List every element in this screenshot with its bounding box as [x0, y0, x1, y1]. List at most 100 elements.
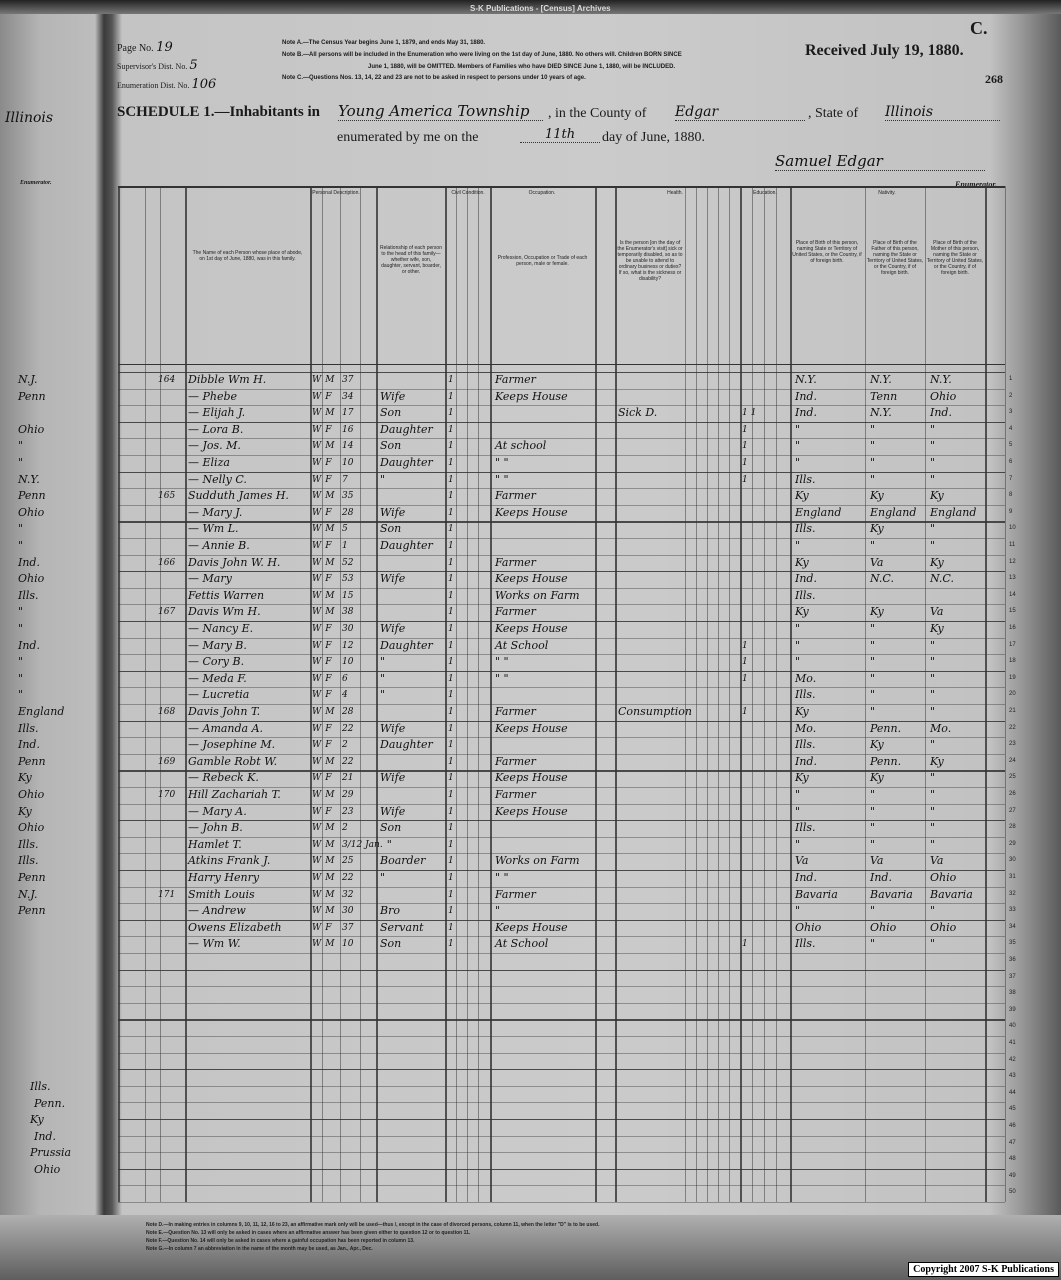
sex: M	[325, 873, 335, 883]
person-name: — Andrew	[188, 904, 246, 918]
state-label: , State of	[808, 106, 859, 121]
birthplace: Ills.	[795, 522, 816, 536]
row-rule	[118, 820, 1005, 822]
sex: M	[325, 790, 335, 800]
relationship: Wife	[380, 389, 406, 403]
header-bottom-rule	[118, 364, 1005, 365]
previous-page-entry: Penn	[18, 871, 46, 884]
row-rule	[118, 1168, 1005, 1170]
relationship: Daughter	[380, 738, 433, 752]
education-marks: 1	[742, 939, 748, 950]
father-birthplace: "	[870, 705, 876, 718]
birthplace: "	[795, 638, 801, 652]
line-number: 30	[1009, 857, 1016, 864]
occupation: "	[495, 904, 501, 918]
row-rule	[118, 737, 1005, 738]
previous-page-fragment: Illinois	[5, 110, 54, 126]
birthplace: Mo.	[795, 721, 817, 735]
line-number: 45	[1009, 1106, 1016, 1113]
previous-page-entry: "	[18, 622, 24, 635]
age: 32	[342, 889, 354, 900]
father-birthplace: Ohio	[870, 920, 897, 934]
column-rule	[718, 186, 719, 1202]
father-birthplace: "	[870, 472, 876, 486]
birthplace: Ills.	[795, 588, 816, 602]
mother-birthplace: Ohio	[930, 871, 957, 884]
age: 1	[342, 541, 348, 551]
line-number: 16	[1009, 625, 1016, 631]
occupation: At School	[495, 638, 549, 652]
civil-condition-mark: 1	[448, 640, 454, 651]
previous-page-entry: "	[18, 671, 24, 685]
previous-page-entry: Ind.	[18, 638, 40, 652]
sex: M	[325, 408, 335, 419]
age: 22	[342, 873, 354, 883]
enumerator-label: Enumerator.	[955, 180, 998, 189]
column-rule	[696, 186, 697, 1202]
birthplace: Ind.	[795, 754, 817, 768]
civil-condition-mark: 1	[448, 756, 454, 767]
color: W	[312, 823, 322, 834]
color: W	[312, 740, 322, 751]
row-rule	[118, 969, 1005, 971]
person-name: — Jos. M.	[188, 439, 241, 453]
relationship: Wife	[380, 771, 406, 785]
header-name: The Name of each Person whose place of a…	[192, 250, 303, 262]
column-rule	[790, 186, 792, 1202]
line-number: 22	[1009, 724, 1016, 731]
father-birthplace: "	[870, 655, 876, 669]
education-marks: 1	[742, 673, 748, 684]
education-marks: 1	[742, 707, 748, 717]
father-birthplace: N.Y.	[870, 373, 892, 386]
family-number: 171	[158, 889, 176, 900]
mother-birthplace: Ky	[930, 555, 944, 569]
row-rule	[118, 853, 1005, 854]
sex: M	[325, 607, 335, 618]
civil-condition-mark: 1	[448, 939, 454, 950]
page-number-label: Page No.	[117, 43, 154, 54]
column-rule	[707, 186, 708, 1202]
age: 34	[342, 391, 354, 402]
color: W	[312, 441, 322, 452]
header-personal: Personal Description.	[312, 190, 360, 196]
color: W	[312, 458, 322, 468]
relationship: Wife	[380, 804, 406, 818]
row-rule	[118, 770, 1005, 772]
line-number: 9	[1009, 508, 1013, 515]
row-rule	[118, 637, 1005, 639]
enumeration-dist: 106	[191, 77, 217, 92]
age: 38	[342, 607, 354, 618]
note-c: Note C.—Questions Nos. 13, 14, 22 and 23…	[282, 75, 586, 81]
column-rule	[360, 186, 361, 1202]
occupation: Keeps House	[495, 771, 568, 785]
person-name: Owens Elizabeth	[188, 920, 282, 934]
family-number: 170	[158, 790, 176, 800]
enumerated-label: enumerated by me on the	[337, 130, 479, 145]
civil-condition-mark: 1	[448, 723, 454, 734]
color: W	[312, 657, 322, 668]
sex: F	[325, 474, 332, 485]
column-rule	[865, 186, 866, 1202]
age: 2	[342, 740, 348, 751]
civil-condition-mark: 1	[448, 375, 454, 385]
person-name: — Nelly C.	[188, 472, 247, 486]
age: 35	[342, 491, 354, 502]
column-rule	[322, 186, 323, 1202]
birthplace: Ills.	[795, 472, 816, 486]
previous-page-entry: Ind.	[18, 555, 40, 569]
scan-top-edge	[0, 0, 1061, 14]
header-mother-birthplace: Place of Birth of the Mother of this per…	[926, 240, 984, 276]
person-name: — Lora B.	[188, 422, 244, 436]
education-marks: 1	[742, 640, 748, 651]
civil-condition-mark: 1	[448, 657, 454, 668]
supervisor-label: Supervisor's Dist. No.	[117, 62, 188, 71]
row-rule	[118, 870, 1005, 872]
sex: M	[325, 524, 335, 535]
scan-bottom-edge	[0, 1215, 1061, 1280]
relationship: Daughter	[380, 422, 433, 436]
occupation: At School	[495, 937, 549, 951]
note-b: Note B.—All persons will be included in …	[282, 52, 682, 58]
column-rule	[595, 186, 597, 1202]
mother-birthplace: "	[930, 655, 936, 669]
father-birthplace: "	[870, 539, 876, 552]
